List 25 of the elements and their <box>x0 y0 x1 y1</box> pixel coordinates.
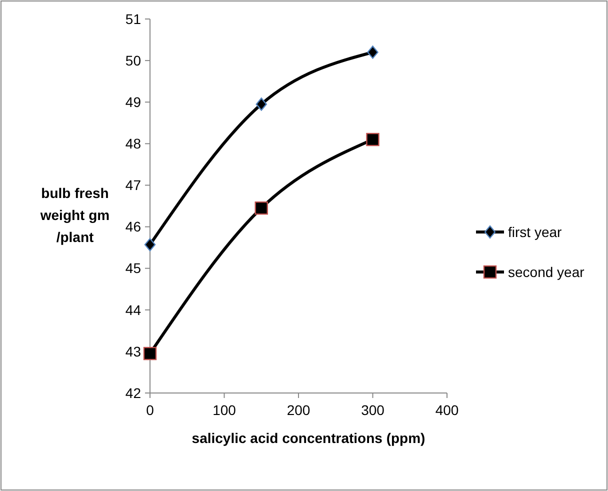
x-tick-label: 0 <box>146 402 154 418</box>
x-tick-label: 100 <box>212 402 236 418</box>
y-tick-label: 51 <box>125 10 142 27</box>
y-axis-title: bulb fresh weight gm /plant <box>39 185 110 245</box>
legend-label: first year <box>508 224 562 240</box>
x-axis-title: salicylic acid concentrations (ppm) <box>192 430 426 446</box>
y-tick-label: 49 <box>125 94 142 110</box>
point <box>254 201 268 215</box>
x-tick-label: 300 <box>361 402 385 418</box>
y-tick-label: 46 <box>125 218 142 235</box>
y-tick-label: 48 <box>125 136 142 152</box>
point <box>256 98 267 111</box>
legend-label: second year <box>508 264 585 280</box>
y-tick-label: 50 <box>125 52 142 68</box>
y-tick-label: 47 <box>125 177 142 194</box>
y-tick-label: 42 <box>125 384 142 401</box>
point <box>366 132 380 146</box>
y-tick-label: 44 <box>125 302 142 318</box>
y-tick-label: 43 <box>125 343 142 360</box>
x-tick-label: 400 <box>435 402 459 418</box>
x-tick-label: 200 <box>286 402 310 418</box>
point <box>143 346 157 360</box>
y-tick-label: 45 <box>125 260 142 276</box>
point <box>144 238 156 252</box>
point <box>367 46 378 59</box>
